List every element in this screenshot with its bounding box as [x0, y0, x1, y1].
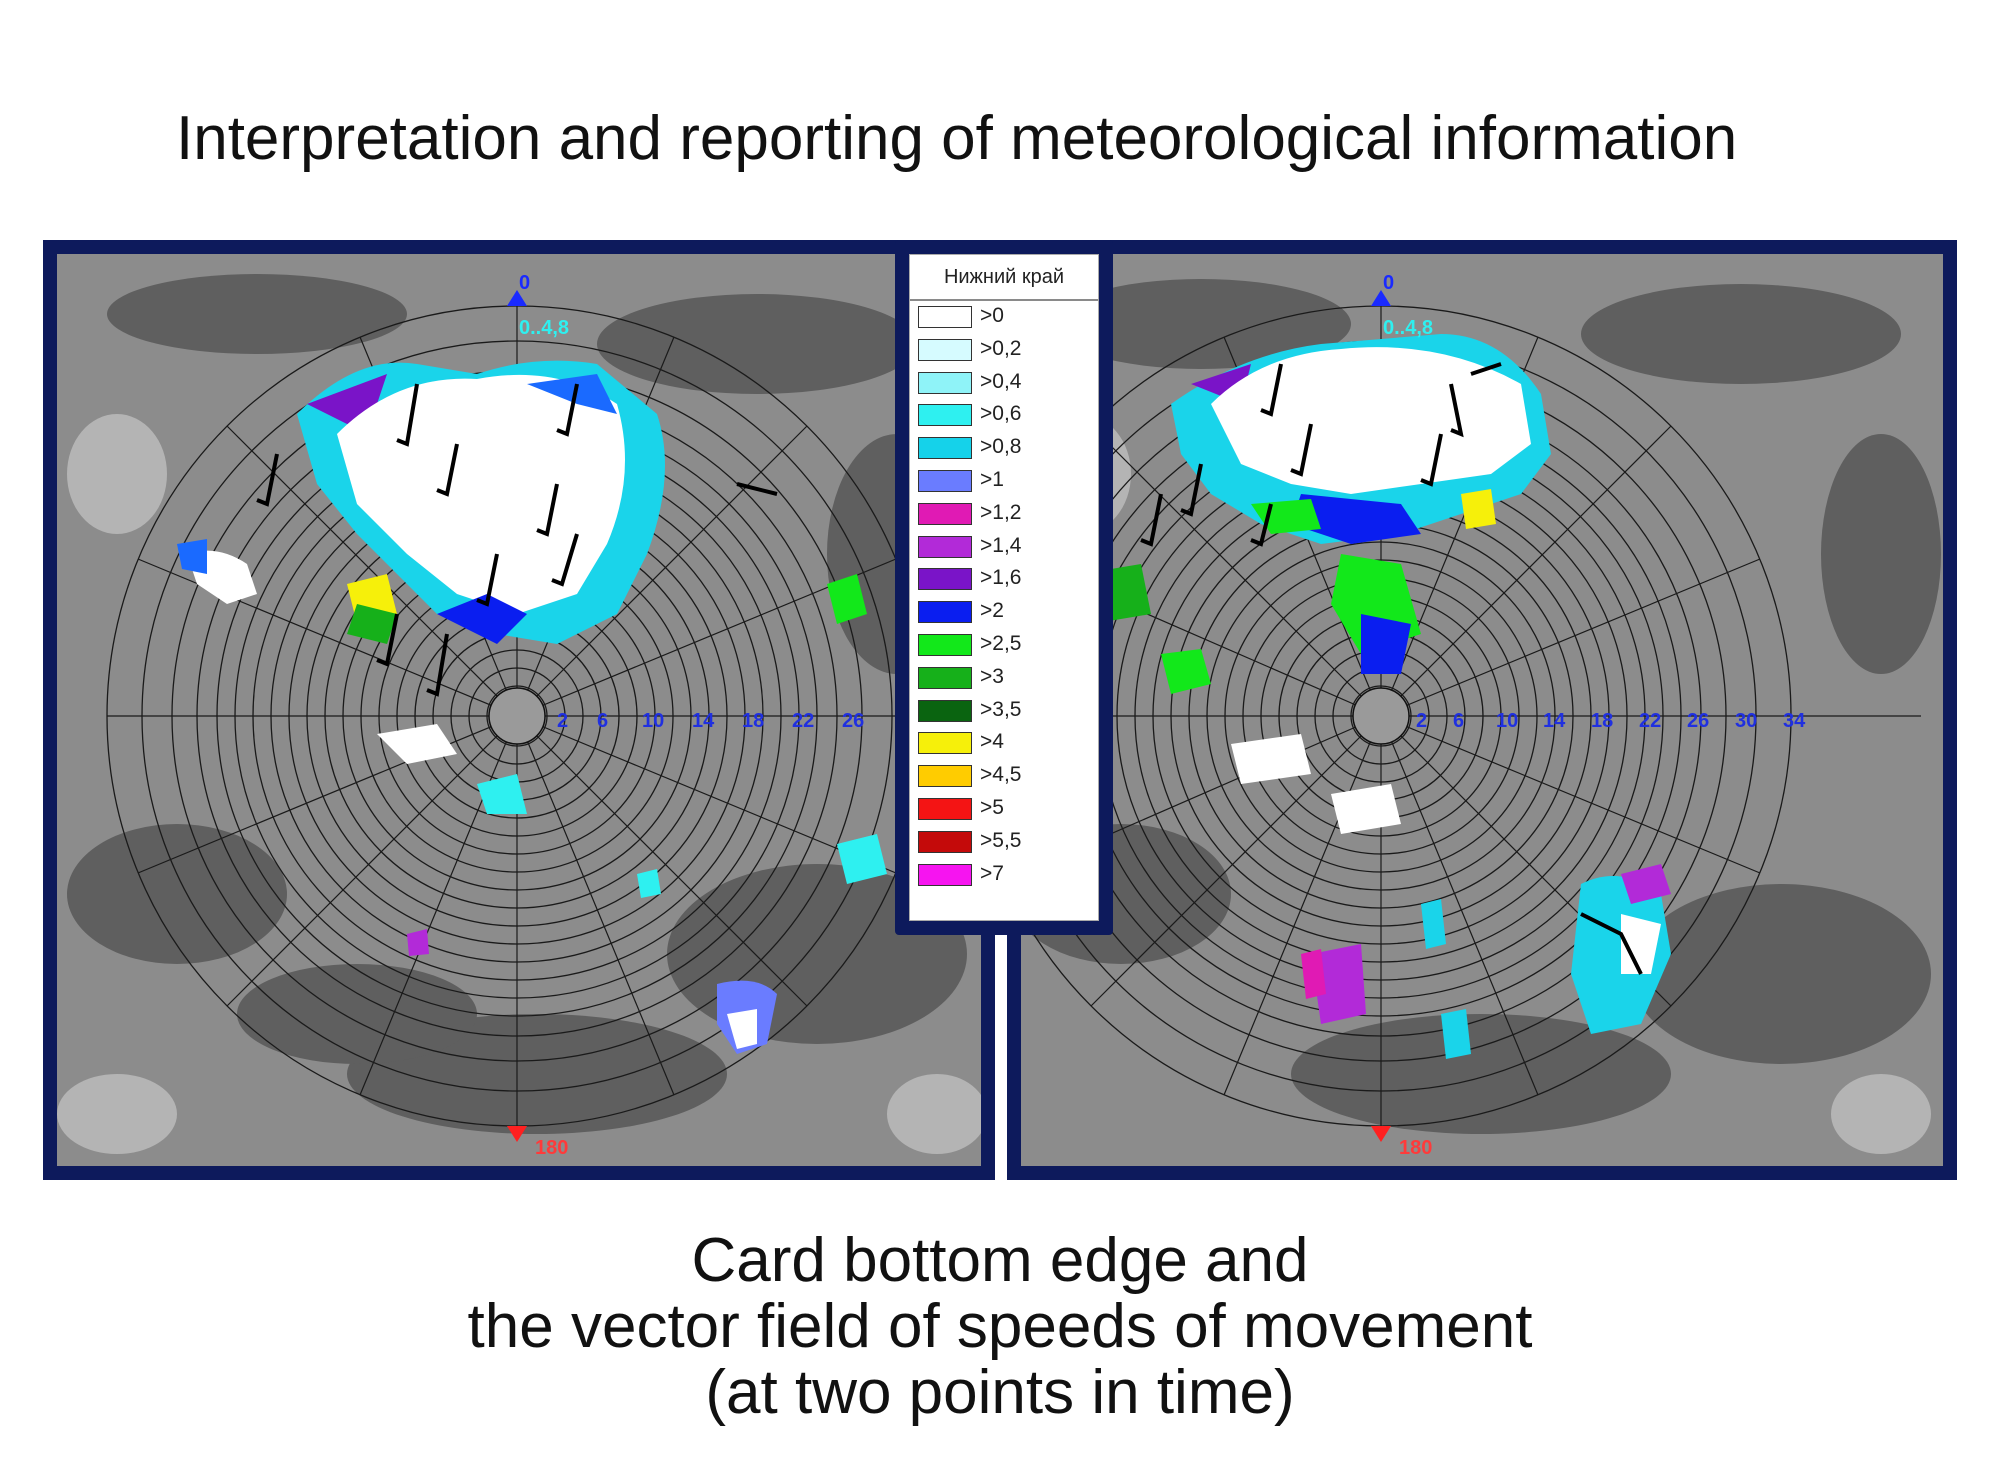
caption: Card bottom edge and the vector field of…	[0, 1228, 2000, 1426]
legend-list: >0 >0,2 >0,4 >0,6 >0,8 >1 >1,2 >1,4 >1,6 >2 >2,5 >3…	[910, 301, 1098, 891]
right-range-tick: 34	[1783, 710, 1806, 732]
left-south-marker-icon	[507, 1126, 527, 1142]
legend-item: >4	[910, 727, 1098, 760]
legend-swatch	[918, 863, 972, 886]
left-range-tick: 14	[692, 710, 715, 732]
legend-label: >2,5	[980, 631, 1022, 655]
left-range-tick: 18	[742, 710, 764, 732]
right-range-tick: 18	[1591, 710, 1613, 732]
caption-line-1: Card bottom edge and	[691, 1226, 1309, 1295]
legend-item: >1	[910, 465, 1098, 498]
right-range-tick: 6	[1453, 710, 1464, 732]
left-range-tick: 10	[642, 710, 664, 732]
right-range-tick: 14	[1543, 710, 1566, 732]
legend-swatch	[918, 830, 972, 853]
right-radar-map: 0 180 0..4,8 2 6 10 14 18 22 26 30 34	[1021, 254, 1943, 1166]
right-range-tick: 30	[1735, 710, 1757, 732]
legend-item: >4,5	[910, 760, 1098, 793]
legend-label: >3	[980, 664, 1004, 688]
right-range-label: 0..4,8	[1383, 317, 1433, 339]
legend-swatch	[918, 765, 972, 788]
legend-swatch	[918, 502, 972, 525]
legend-label: >0,8	[980, 435, 1022, 459]
legend-swatch	[918, 699, 972, 722]
legend-item: >0	[910, 301, 1098, 334]
left-north-label: 0	[519, 272, 530, 294]
caption-line-2: the vector field of speeds of movement	[467, 1292, 1533, 1361]
legend-swatch	[918, 306, 972, 328]
legend-swatch	[918, 568, 972, 591]
left-range-label: 0..4,8	[519, 317, 569, 339]
legend-label: >0,2	[980, 336, 1022, 360]
legend-header: Нижний край	[910, 255, 1098, 301]
legend-swatch	[918, 404, 972, 427]
legend-item: >0,8	[910, 432, 1098, 465]
legend-label: >0	[980, 304, 1004, 327]
legend-swatch	[918, 666, 972, 689]
left-range-tick: 6	[597, 710, 608, 732]
slide-title: Interpretation and reporting of meteorol…	[176, 104, 1738, 173]
left-south-label: 180	[535, 1137, 568, 1159]
legend-item: >2,5	[910, 629, 1098, 662]
legend-item: >1,4	[910, 531, 1098, 564]
legend-item: >1,6	[910, 563, 1098, 596]
right-north-marker-icon	[1371, 290, 1391, 306]
left-range-tick: 22	[792, 710, 814, 732]
legend-label: >2	[980, 599, 1004, 623]
legend-swatch	[918, 338, 972, 361]
legend-label: >7	[980, 861, 1004, 885]
left-radar-panel: 0 180 0..4,8 2 6 10 14 18 22 26	[43, 240, 995, 1180]
legend-swatch	[918, 469, 972, 492]
legend-label: >4	[980, 730, 1004, 754]
legend-item: >3	[910, 662, 1098, 695]
right-north-label: 0	[1383, 272, 1394, 294]
right-cloud-field	[1081, 334, 1671, 1059]
right-range-tick: 26	[1687, 710, 1709, 732]
legend-swatch	[918, 535, 972, 558]
right-wind-vectors	[1140, 362, 1643, 975]
legend-item: >0,6	[910, 399, 1098, 432]
legend-item: >5,5	[910, 826, 1098, 859]
legend-item: >7	[910, 859, 1098, 892]
caption-line-3: (at two points in time)	[705, 1358, 1295, 1427]
legend-swatch	[918, 797, 972, 820]
legend-swatch	[918, 601, 972, 624]
right-south-label: 180	[1399, 1137, 1432, 1159]
right-range-tick: 22	[1639, 710, 1661, 732]
left-north-marker-icon	[507, 290, 527, 306]
legend-item: >2	[910, 596, 1098, 629]
legend-label: >5,5	[980, 828, 1022, 852]
legend-swatch	[918, 371, 972, 394]
legend-label: >1	[980, 467, 1004, 491]
legend-label: >0,4	[980, 369, 1022, 393]
legend-swatch	[918, 633, 972, 656]
legend-item: >0,2	[910, 334, 1098, 367]
right-range-tick: 10	[1496, 710, 1518, 732]
legend-label: >3,5	[980, 697, 1022, 721]
legend-swatch	[918, 437, 972, 460]
right-radar-panel: 0 180 0..4,8 2 6 10 14 18 22 26 30 34	[1007, 240, 1957, 1180]
legend-item: >5	[910, 793, 1098, 826]
left-wind-vectors	[256, 383, 778, 697]
legend-item: >1,2	[910, 498, 1098, 531]
legend-label: >4,5	[980, 763, 1022, 787]
left-range-tick: 26	[842, 710, 864, 732]
left-range-tick: 2	[557, 710, 568, 732]
right-range-tick: 2	[1416, 710, 1427, 732]
legend-item: >3,5	[910, 695, 1098, 728]
left-radar-map: 0 180 0..4,8 2 6 10 14 18 22 26	[57, 254, 981, 1166]
legend-label: >1,2	[980, 500, 1022, 524]
legend-label: >5	[980, 795, 1004, 819]
legend-label: >1,4	[980, 533, 1022, 557]
right-south-marker-icon	[1371, 1126, 1391, 1142]
legend-swatch	[918, 732, 972, 755]
legend-label: >0,6	[980, 402, 1022, 426]
color-legend: Нижний край >0 >0,2 >0,4 >0,6 >0,8 >1 >1,2 >1,4…	[895, 240, 1113, 935]
legend-label: >1,6	[980, 566, 1022, 590]
legend-item: >0,4	[910, 367, 1098, 400]
